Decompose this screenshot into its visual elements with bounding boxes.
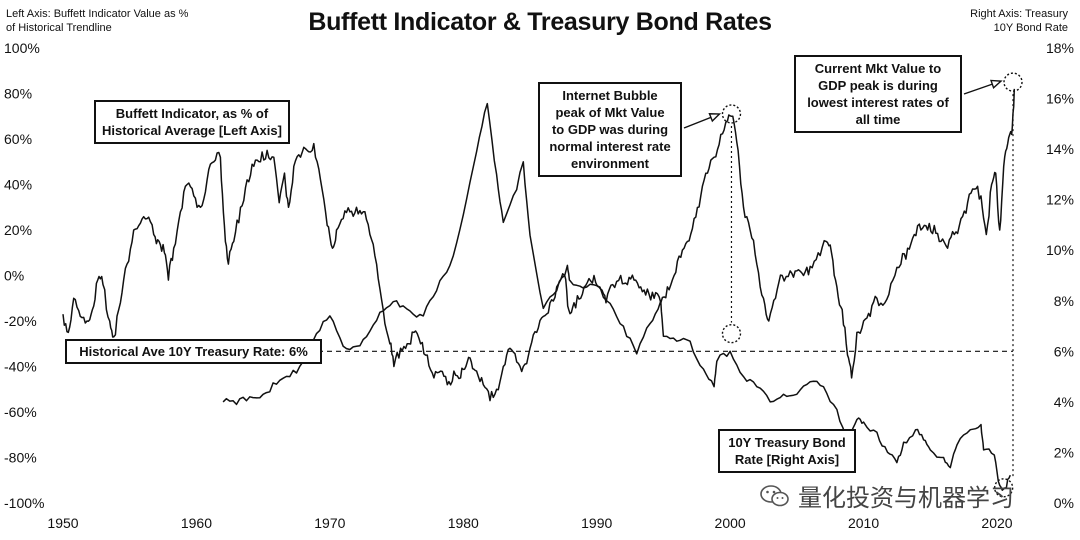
annotation-line: Internet Bubble bbox=[562, 88, 658, 103]
left-y-tick-label: -100% bbox=[4, 495, 44, 511]
internet-bubble-note: Internet Bubble peak of Mkt Value to GDP… bbox=[538, 82, 682, 177]
right-y-tick-label: 6% bbox=[1054, 343, 1074, 359]
left-axis-note-line: of Historical Trendline bbox=[6, 22, 112, 34]
treasury-rate-label: 10Y Treasury Bond Rate [Right Axis] bbox=[718, 429, 856, 473]
x-tick-label: 1990 bbox=[581, 515, 612, 531]
annotation-line: peak of Mkt Value bbox=[555, 105, 665, 120]
annotation-line: Buffett Indicator, as % of bbox=[115, 106, 269, 121]
chart-title: Buffett Indicator & Treasury Bond Rates bbox=[308, 8, 772, 36]
left-y-tick-label: -60% bbox=[4, 404, 37, 420]
annotation-line: Historical Ave 10Y Treasury Rate: 6% bbox=[79, 344, 308, 359]
left-y-tick-label: 80% bbox=[4, 86, 32, 102]
buffett-indicator-line bbox=[62, 88, 1016, 402]
highlight-marker bbox=[993, 478, 1014, 498]
watermark: 量化投资与机器学习 bbox=[760, 478, 1014, 513]
bubble-arrow-head bbox=[708, 113, 722, 123]
left-y-tick-label: 20% bbox=[4, 222, 32, 238]
x-tick-label: 1970 bbox=[314, 515, 345, 531]
annotation-line: to GDP was during bbox=[551, 122, 669, 137]
right-y-tick-label: 2% bbox=[1054, 444, 1074, 460]
left-y-tick-label: -20% bbox=[4, 313, 37, 329]
annotation-line: lowest interest rates of bbox=[807, 95, 949, 110]
x-tick-label: 1960 bbox=[181, 515, 212, 531]
wechat-icon bbox=[760, 484, 789, 506]
highlight-marker bbox=[721, 323, 742, 344]
right-y-tick-label: 18% bbox=[1046, 40, 1074, 56]
right-y-tick-label: 16% bbox=[1046, 91, 1074, 107]
annotation-line: 10Y Treasury Bond bbox=[728, 435, 846, 450]
right-axis-note: Right Axis: Treasury 10Y Bond Rate bbox=[970, 7, 1068, 35]
right-axis-note-line: Right Axis: Treasury bbox=[970, 8, 1068, 20]
left-y-tick-label: -80% bbox=[4, 450, 37, 466]
right-y-tick-label: 12% bbox=[1046, 192, 1074, 208]
right-axis-note-line: 10Y Bond Rate bbox=[993, 22, 1068, 34]
treasury-rate-line bbox=[222, 102, 1011, 491]
highlight-marker bbox=[1003, 72, 1023, 92]
annotation-line: all time bbox=[855, 112, 901, 127]
current-arrow-head bbox=[990, 79, 1003, 90]
right-y-tick-label: 10% bbox=[1046, 242, 1074, 258]
x-tick-label: 2020 bbox=[981, 515, 1012, 531]
x-tick-label: 2010 bbox=[848, 515, 879, 531]
annotation-line: normal interest rate bbox=[549, 139, 671, 154]
left-y-tick-label: 100% bbox=[4, 40, 40, 56]
watermark-text: 量化投资与机器学习 bbox=[798, 484, 1014, 512]
annotation-line: Historical Average [Left Axis] bbox=[102, 123, 282, 138]
x-tick-label: 1950 bbox=[47, 515, 78, 531]
left-y-tick-label: -40% bbox=[4, 359, 37, 375]
historical-ave-label: Historical Ave 10Y Treasury Rate: 6% bbox=[65, 339, 322, 364]
annotation-line: environment bbox=[570, 156, 649, 171]
left-y-tick-label: 60% bbox=[4, 131, 32, 147]
left-axis-note: Left Axis: Buffett Indicator Value as % … bbox=[6, 7, 188, 35]
annotation-line: Current Mkt Value to bbox=[814, 61, 942, 76]
x-tick-label: 2000 bbox=[715, 515, 746, 531]
left-y-tick-label: 0% bbox=[4, 268, 24, 284]
left-y-tick-label: 40% bbox=[4, 177, 32, 193]
annotation-line: GDP peak is during bbox=[818, 78, 938, 93]
highlight-marker bbox=[721, 104, 742, 124]
annotation-line: Rate [Right Axis] bbox=[734, 452, 840, 467]
right-y-tick-label: 8% bbox=[1054, 293, 1074, 309]
x-tick-label: 1980 bbox=[448, 515, 479, 531]
buffett-indicator-label: Buffett Indicator, as % of Historical Av… bbox=[94, 100, 290, 144]
right-y-tick-label: 0% bbox=[1054, 495, 1074, 511]
right-y-tick-label: 4% bbox=[1054, 394, 1074, 410]
left-axis-note-line: Left Axis: Buffett Indicator Value as % bbox=[6, 8, 189, 20]
right-y-tick-label: 14% bbox=[1046, 141, 1074, 157]
current-peak-note: Current Mkt Value to GDP peak is during … bbox=[794, 55, 962, 133]
